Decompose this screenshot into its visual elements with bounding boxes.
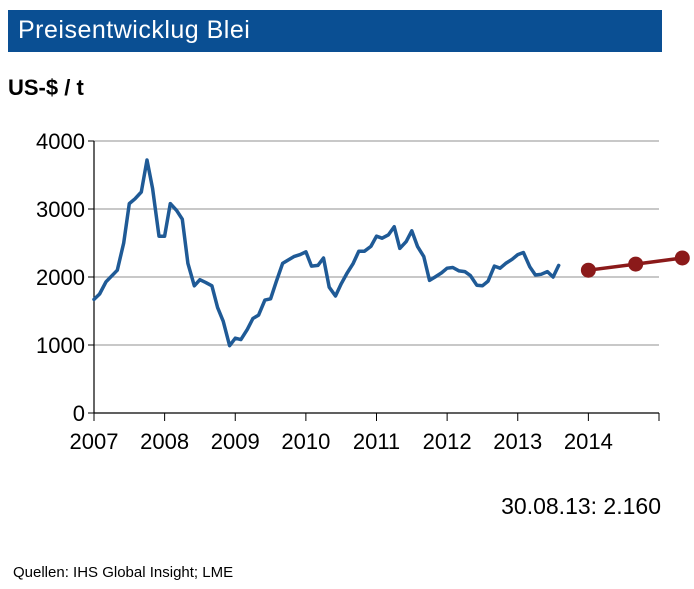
forecast-point bbox=[674, 250, 690, 266]
forecast-point bbox=[628, 256, 644, 272]
x-tick-label: 2011 bbox=[353, 429, 400, 454]
x-tick-label: 2013 bbox=[493, 429, 542, 454]
gridlines bbox=[94, 140, 659, 346]
y-tick-label: 0 bbox=[73, 401, 85, 426]
source-note: Quellen: IHS Global Insight; LME bbox=[13, 564, 234, 581]
y-tick-label: 4000 bbox=[36, 129, 85, 154]
axes bbox=[88, 140, 660, 421]
series bbox=[92, 158, 690, 348]
x-tick-label: 2008 bbox=[140, 429, 189, 454]
y-tick-label: 3000 bbox=[36, 197, 85, 222]
forecast-point bbox=[580, 262, 596, 278]
y-tick-label: 2000 bbox=[36, 265, 85, 290]
x-tick-label: 2007 bbox=[70, 429, 119, 454]
y-tick-labels: 0 1000 2000 3000 4000 bbox=[36, 129, 85, 426]
chart-title: Preisentwicklug Blei bbox=[18, 16, 251, 44]
title-bar: Preisentwicklug Blei bbox=[8, 10, 662, 52]
x-tick-label: 2009 bbox=[211, 429, 260, 454]
y-axis-unit-label: US-$ / t bbox=[8, 75, 84, 100]
x-tick-labels: 2007 2008 2009 2010 2011 2012 2013 2014 bbox=[70, 429, 613, 454]
history-line bbox=[92, 158, 561, 348]
y-tick-label: 1000 bbox=[36, 333, 85, 358]
x-tick-label: 2014 bbox=[564, 429, 613, 454]
latest-price-note: 30.08.13: 2.160 bbox=[501, 493, 661, 519]
x-tick-label: 2010 bbox=[281, 429, 330, 454]
x-tick-label: 2012 bbox=[423, 429, 472, 454]
